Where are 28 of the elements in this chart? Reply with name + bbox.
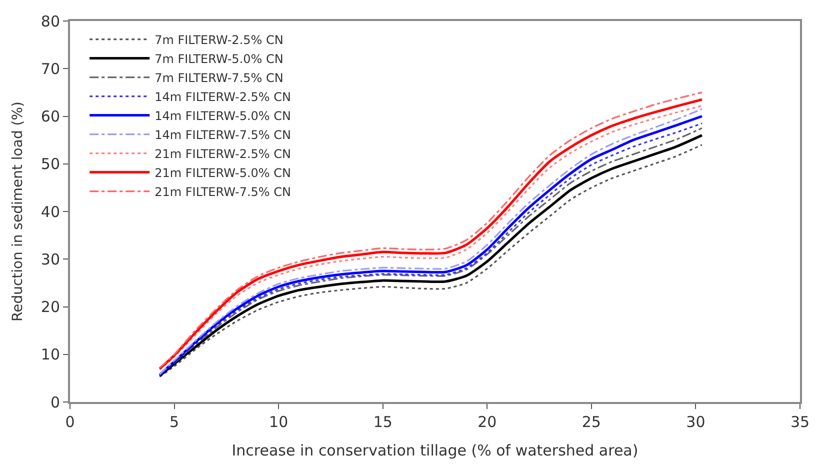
x-axis-title: Increase in conservation tillage (% of watershed area) — [232, 442, 638, 460]
y-tick-label: 30 — [40, 250, 60, 268]
x-tick-label: 10 — [269, 413, 288, 431]
x-tick-label: 15 — [373, 413, 392, 431]
x-tick-label: 20 — [478, 413, 497, 431]
x-tick-label: 35 — [790, 413, 810, 431]
legend-label: 14m FILTERW-2.5% CN — [154, 90, 291, 104]
y-tick-label: 60 — [40, 108, 60, 126]
legend-label: 7m FILTERW-2.5% CN — [154, 32, 284, 47]
y-tick-label: 10 — [40, 346, 60, 364]
y-axis-title: Reduction in sediment load (%) — [10, 102, 26, 322]
legend-label: 14m FILTERW-5.0% CN — [154, 108, 291, 123]
legend-label: 21m FILTERW-2.5% CN — [154, 146, 291, 161]
y-tick-label: 0 — [50, 393, 60, 412]
x-tick-label: 25 — [582, 413, 601, 431]
legend-label: 7m FILTERW-7.5% CN — [154, 70, 284, 85]
y-tick-label: 50 — [40, 155, 60, 174]
x-tick-label: 30 — [686, 413, 706, 431]
legend-label: 21m FILTERW-7.5% CN — [154, 184, 291, 199]
y-tick-label: 80 — [40, 12, 60, 30]
y-tick-label: 70 — [40, 60, 60, 78]
legend-label: 21m FILTERW-5.0% CN — [154, 166, 291, 180]
x-tick-label: 5 — [170, 413, 180, 431]
legend-label: 14m FILTERW-7.5% CN — [154, 128, 291, 142]
y-tick-label: 40 — [40, 202, 60, 221]
legend-label: 7m FILTERW-5.0% CN — [154, 52, 284, 66]
y-tick-label: 20 — [40, 298, 60, 316]
x-tick-label: 0 — [65, 413, 75, 431]
